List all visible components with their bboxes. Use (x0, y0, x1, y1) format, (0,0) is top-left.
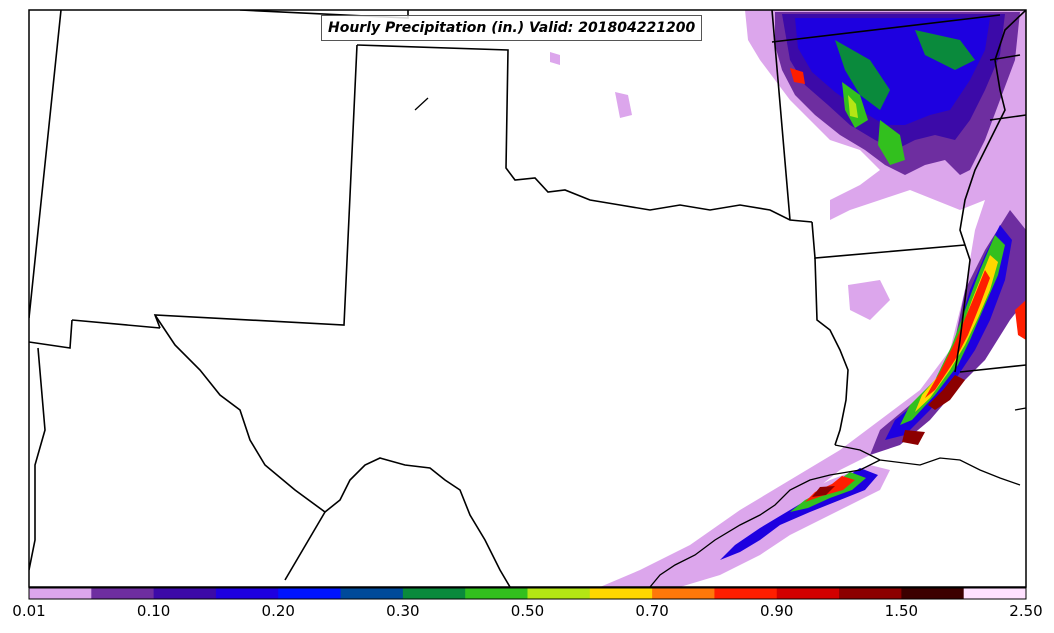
colorbar-segment (714, 588, 778, 599)
coastline (414, 97, 1026, 587)
colorbar-tick-label: 1.50 (884, 602, 919, 620)
colorbar-segment (776, 588, 840, 599)
colorbar-segment (963, 588, 1027, 599)
precip-area (915, 30, 975, 70)
precip-area (615, 92, 632, 118)
colorbar-segment (901, 588, 965, 599)
colorbar-segment (278, 588, 342, 599)
precip-area (550, 52, 560, 65)
colorbar-segment (91, 588, 155, 599)
state-border (284, 511, 326, 581)
precip-area (848, 280, 890, 320)
state-border (29, 10, 62, 319)
colorbar-segment (527, 588, 591, 599)
colorbar (28, 587, 1027, 600)
coastline-path (649, 459, 881, 587)
colorbar-tick-label: 0.01 (12, 602, 46, 620)
state-border (814, 257, 849, 446)
coastline-path (834, 444, 1021, 486)
colorbar-tick-label: 0.90 (760, 602, 794, 620)
colorbar-tick-label: 0.10 (136, 602, 171, 620)
state-border (959, 364, 1026, 373)
state-border (771, 14, 1001, 43)
map-title: Hourly Precipitation (in.) Valid: 201804… (321, 15, 703, 41)
colorbar-segment (402, 588, 466, 599)
precip-area (812, 486, 835, 497)
precip-area (878, 120, 905, 165)
precip-area (928, 375, 965, 410)
colorbar-segment (465, 588, 528, 599)
colorbar-tick-label: 0.70 (635, 602, 669, 620)
state-border (153, 44, 358, 329)
colorbar-segment (652, 588, 715, 599)
colorbar-tick-label: 2.50 (1009, 602, 1043, 620)
colorbar-segment (153, 588, 217, 599)
colorbar-tick-label: 0.30 (386, 602, 420, 620)
state-border (154, 314, 511, 587)
state-border (29, 347, 46, 571)
precipitation-field (550, 10, 1026, 587)
precip-area (902, 430, 925, 445)
precip-area (790, 68, 805, 84)
precip-area (900, 235, 1005, 425)
colorbar-segment (839, 588, 902, 599)
coastline-path (1014, 407, 1026, 411)
precip-area (835, 40, 890, 110)
coastline-path (414, 97, 429, 111)
state-border (771, 10, 791, 221)
state-borders (29, 10, 1026, 587)
colorbar-tick-label: 0.50 (510, 602, 545, 620)
colorbar-frame (28, 587, 1027, 600)
precip-area (925, 270, 990, 398)
state-border (71, 319, 161, 329)
colorbar-segment (29, 588, 92, 599)
state-border (954, 10, 1026, 373)
colorbar-segment (340, 588, 404, 599)
colorbar-tick-label: 0.20 (261, 602, 295, 620)
state-border (989, 114, 1026, 121)
colorbar-segment (589, 588, 653, 599)
state-border (29, 319, 73, 349)
precip-area (1015, 300, 1026, 340)
precip-area (848, 95, 858, 118)
colorbar-segment (215, 588, 279, 599)
map-frame (28, 9, 1027, 588)
state-border (356, 44, 813, 223)
